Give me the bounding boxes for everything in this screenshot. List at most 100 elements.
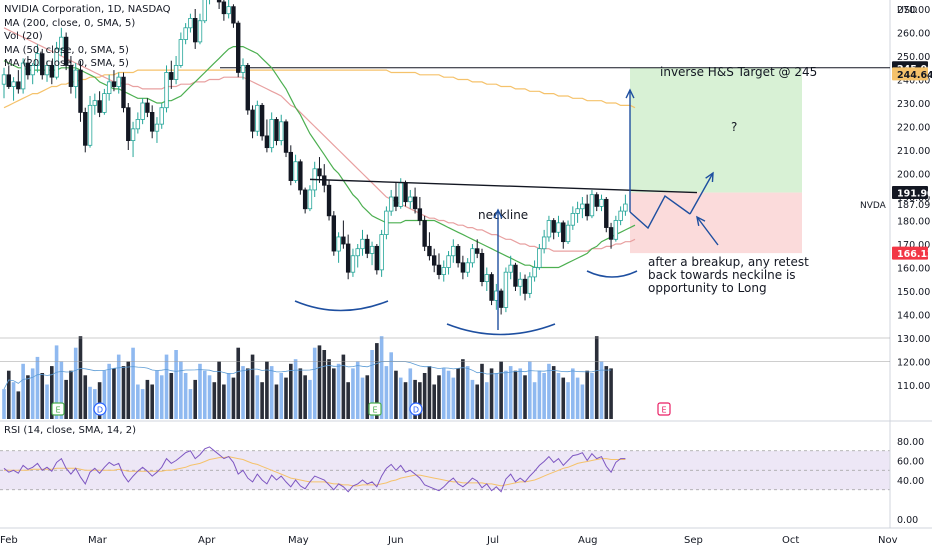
volume-bar bbox=[73, 347, 78, 419]
price-marker-label: 187.09 bbox=[897, 200, 930, 211]
question-mark: ? bbox=[731, 120, 737, 134]
candle-body bbox=[475, 248, 480, 254]
candle-body bbox=[470, 248, 475, 264]
price-tick-label: 150.00 bbox=[897, 287, 930, 298]
time-tick-label: May bbox=[288, 535, 309, 546]
volume-bar bbox=[360, 377, 365, 419]
volume-bar bbox=[422, 373, 427, 419]
candle-body bbox=[336, 236, 341, 252]
volume-bar bbox=[40, 373, 45, 419]
candle-body bbox=[121, 76, 126, 109]
candle-body bbox=[618, 210, 623, 221]
rsi-ma-line bbox=[4, 456, 626, 487]
candle-body bbox=[565, 224, 571, 243]
candle-body bbox=[599, 198, 604, 207]
candle-body bbox=[341, 236, 346, 245]
candle-body bbox=[422, 220, 427, 247]
target-text: inverse H&S Target @ 245 bbox=[660, 65, 817, 79]
volume-bar bbox=[528, 361, 532, 419]
volume-bar bbox=[437, 375, 441, 419]
volume-bar bbox=[30, 368, 35, 419]
candle-body bbox=[236, 22, 241, 73]
candle-body bbox=[216, 0, 222, 3]
candle-body bbox=[393, 196, 399, 207]
head-arc bbox=[446, 323, 556, 336]
time-tick-label: Sep bbox=[684, 535, 703, 546]
volume-bar bbox=[355, 361, 360, 419]
dividend-marker-shape bbox=[409, 402, 423, 416]
candle-body bbox=[288, 151, 293, 181]
volume-bar bbox=[461, 359, 465, 419]
volume-bar bbox=[403, 382, 408, 419]
volume-bar bbox=[365, 375, 370, 419]
volume-bar bbox=[83, 375, 88, 419]
volume-bar bbox=[346, 382, 350, 419]
candle-body bbox=[279, 121, 284, 142]
volume-bar bbox=[97, 382, 102, 419]
volume-bar bbox=[336, 363, 341, 419]
volume-bar bbox=[226, 373, 231, 419]
volume-bar bbox=[375, 343, 379, 419]
volume-bar bbox=[504, 370, 508, 419]
candle-body bbox=[240, 65, 246, 73]
chart-title: NVIDIA Corporation, 1D, NASDAQ bbox=[4, 4, 171, 15]
candle-body bbox=[326, 184, 332, 217]
volume-bar bbox=[16, 391, 21, 419]
volume-bar bbox=[222, 384, 226, 419]
volume-bar bbox=[231, 377, 236, 419]
volume-bar bbox=[59, 361, 64, 419]
earnings-marker-shape bbox=[368, 402, 382, 416]
candle-body bbox=[331, 215, 337, 252]
candle-body bbox=[92, 100, 98, 106]
candle-body bbox=[345, 243, 351, 273]
price-tick-label: 230.00 bbox=[897, 99, 930, 110]
volume-bar bbox=[413, 379, 417, 419]
volume-bar bbox=[432, 384, 436, 419]
candle-body bbox=[479, 252, 485, 282]
candle-body bbox=[83, 112, 88, 146]
symbol-label: NVDA bbox=[860, 201, 887, 211]
price-marker-label: 166.12 bbox=[897, 249, 932, 260]
candle-body bbox=[379, 234, 384, 271]
volume-bar bbox=[179, 361, 183, 419]
candle-body bbox=[441, 267, 446, 275]
volume-bar bbox=[69, 370, 73, 419]
candle-body bbox=[106, 81, 112, 94]
candle-body bbox=[20, 62, 26, 90]
volume-bar bbox=[116, 354, 121, 419]
price-tick-label: 240.00 bbox=[897, 76, 930, 87]
volume-bar bbox=[293, 359, 298, 419]
price-marker-label: 191.90 bbox=[897, 189, 932, 200]
volume-bar bbox=[499, 361, 503, 419]
candle-body bbox=[446, 255, 451, 268]
volume-bar bbox=[269, 366, 274, 419]
candle-body bbox=[427, 245, 432, 257]
volume-bar bbox=[174, 350, 178, 419]
volume-bar bbox=[21, 363, 25, 419]
candle-body bbox=[551, 220, 556, 233]
volume-bar bbox=[446, 370, 451, 419]
volume-bar bbox=[322, 350, 327, 419]
volume-bar bbox=[561, 377, 566, 419]
rsi-legend: RSI (14, close, SMA, 14, 2) bbox=[4, 425, 137, 436]
earnings-marker: E bbox=[661, 406, 666, 415]
candle-body bbox=[317, 168, 322, 177]
candle-body bbox=[513, 264, 518, 287]
volume-bar bbox=[389, 352, 393, 419]
volume-bar bbox=[508, 366, 513, 419]
volume-bar bbox=[284, 377, 288, 419]
volume-bar bbox=[188, 389, 193, 419]
volume-bar bbox=[580, 384, 585, 419]
volume-bar bbox=[265, 361, 269, 419]
candle-body bbox=[11, 81, 16, 87]
price-tick-label: 130.00 bbox=[897, 334, 930, 345]
volume-ma-line bbox=[3, 360, 612, 390]
price-tick-label: 200.00 bbox=[897, 170, 930, 181]
volume-bar bbox=[131, 347, 135, 419]
volume-bar bbox=[198, 363, 202, 419]
candle-body bbox=[116, 76, 121, 87]
volume-bar bbox=[102, 370, 107, 419]
volume-bar bbox=[451, 377, 456, 419]
volume-bar bbox=[279, 373, 284, 419]
